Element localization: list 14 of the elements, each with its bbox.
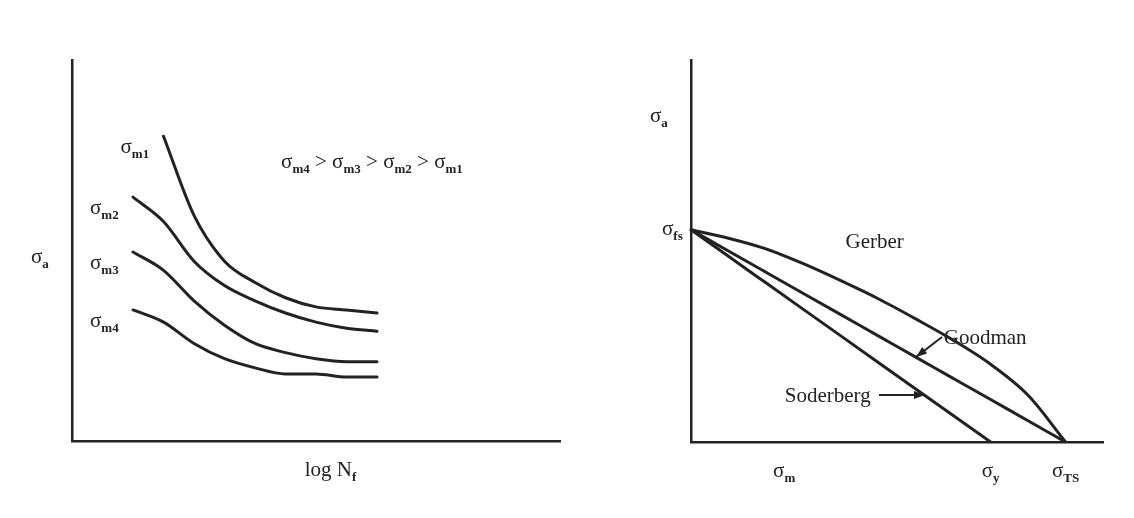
text: σ$_{fs}$ (662, 215, 683, 243)
annotation: σ$_{m4}$ > σ$_{m3}$ > σ$_{m2}$ > σ$_{m1}$ (281, 148, 463, 176)
x-axis-title: log N$_{f}$ (304, 457, 357, 484)
series-label: σ$_{m2}$ (90, 195, 119, 223)
x-tick-label: σ$_{y}$ (981, 458, 1000, 485)
x-tick-label: σ$_{TS}$ (1052, 458, 1080, 485)
series-label: σ$_{m1}$ (120, 134, 150, 162)
series-label: σ$_{m3}$ (90, 250, 119, 278)
series-label: σ$_{m4}$ (90, 307, 119, 335)
series-label: Soderberg (784, 382, 871, 407)
y-axis-title: σ$_{a}$ (650, 103, 668, 131)
series-label: Gerber (845, 229, 904, 254)
y-axis-title: σ$_{a}$ (31, 244, 49, 272)
x-axis-title: σ$_{m}$ (773, 458, 796, 485)
